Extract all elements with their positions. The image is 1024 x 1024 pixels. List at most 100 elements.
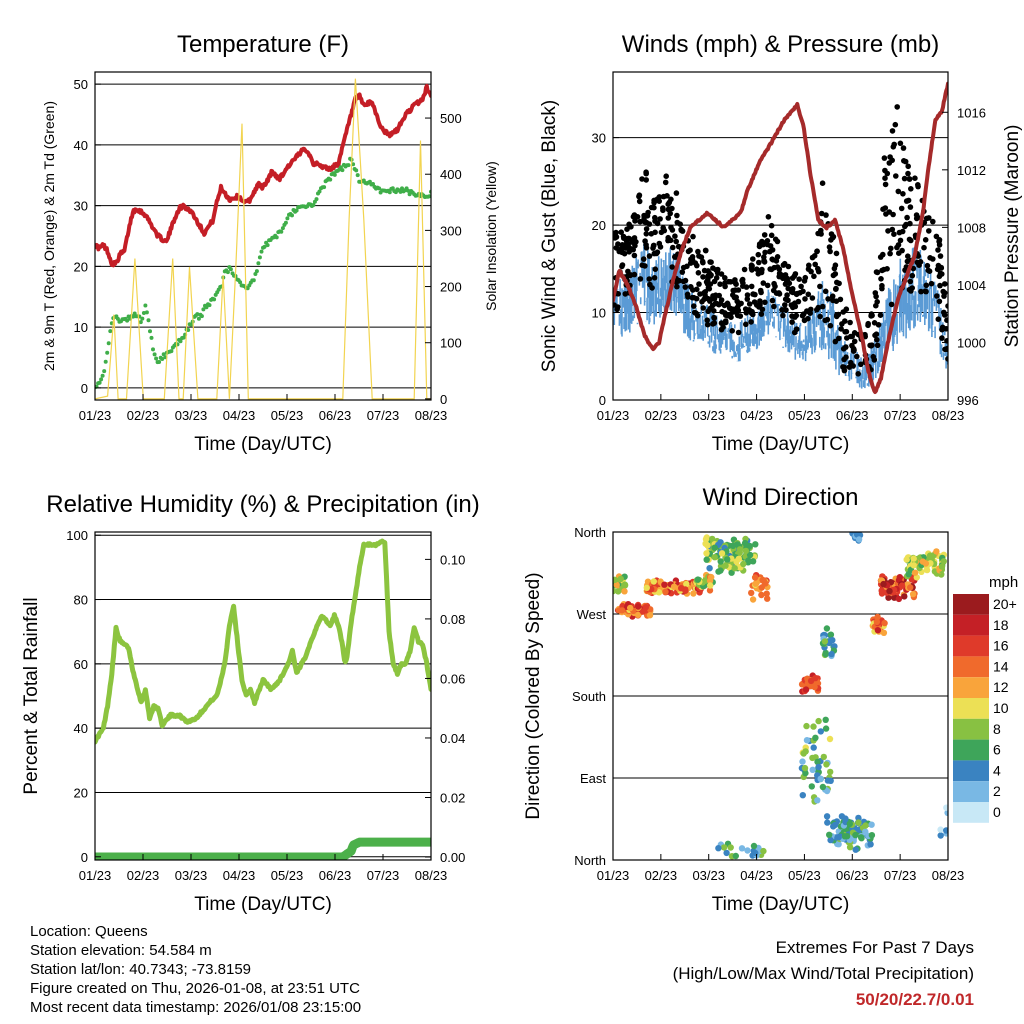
dir-point	[803, 722, 810, 730]
wind-series-gust-point	[785, 297, 791, 304]
dir-point	[722, 562, 729, 569]
colorbar-swatch	[953, 677, 989, 698]
rh-series-relative-humidity	[95, 538, 431, 745]
dir-point	[763, 590, 770, 597]
wind-series-gust-point	[625, 235, 632, 242]
wind-series-gust-point	[618, 245, 625, 252]
temp-series-2m-td-point	[97, 380, 102, 385]
temp-ylabel-right: Solar Insolation (Yellow)	[483, 161, 499, 311]
wind-series-gust-point	[694, 312, 701, 319]
colorbar-label: 10	[993, 700, 1009, 716]
wind-xtick-label: 03/23	[692, 408, 725, 423]
wind-series-gust-point	[887, 250, 893, 257]
wind-series-gust-point	[941, 312, 948, 318]
wind-series-gust-point	[839, 321, 845, 327]
rh-ytick-label-right: 0.06	[440, 671, 465, 686]
wind-series-gust-point	[819, 180, 826, 186]
wind-series-gust-point	[656, 240, 663, 247]
temp-series-2m-td-point	[280, 226, 285, 231]
wind-series-gust-point	[818, 210, 825, 217]
wind-series-gust-point	[794, 290, 801, 297]
wind-series-gust-point	[746, 301, 753, 307]
wind-series-gust-point	[926, 228, 932, 234]
dir-xtick-label: 05/23	[788, 868, 821, 883]
humidity-precipitation-panel: Relative Humidity (%) & Precipitation (i…	[21, 491, 480, 915]
wind-series-gust-point	[805, 291, 812, 298]
dir-point	[835, 834, 842, 841]
dir-point	[706, 565, 713, 572]
wind-series-gust-point	[673, 238, 679, 245]
wind-series-gust-point	[643, 226, 650, 232]
wind-series-gust-point	[804, 308, 810, 314]
wind-series-gust-point	[890, 144, 897, 150]
wind-series-gust-point	[793, 326, 800, 333]
wind-xtick-label: 08/23	[932, 408, 965, 423]
wind-ylabel-left: Sonic Wind & Gust (Blue, Black)	[539, 100, 560, 372]
dir-point	[643, 584, 650, 591]
temp-series-2m-td-point	[131, 314, 136, 319]
wind-series-gust-point	[649, 285, 655, 291]
temp-series-2m-td-point	[355, 173, 360, 178]
wind-series-gust-point	[672, 233, 678, 239]
wind-series-gust-point	[709, 295, 715, 302]
dir-point	[746, 542, 753, 550]
location-text: Location: Queens	[30, 923, 148, 940]
temp-series-2m-td-point	[154, 356, 159, 361]
winds-pressure-panel: Winds (mph) & Pressure (mb) 0 10 20 30 996 100…	[539, 31, 1023, 455]
wind-series-gust-point	[669, 264, 675, 270]
wind-series-gust-point	[764, 282, 771, 289]
wind-series-gust-point	[924, 262, 931, 269]
wind-series-gust-point	[789, 319, 795, 325]
wind-series-gust-point	[639, 176, 645, 182]
wind-series-gust-point	[760, 280, 767, 286]
station-info: Location: Queens Station elevation: 54.5…	[30, 922, 361, 1017]
wind-series-gust-point	[805, 315, 811, 322]
wind-series-gust-point	[636, 198, 643, 205]
dir-point	[815, 763, 822, 771]
dir-point	[901, 593, 908, 600]
temp-series-2m-t-line	[95, 83, 431, 268]
dir-point	[823, 625, 831, 632]
dir-point	[827, 777, 834, 784]
dir-point	[857, 834, 865, 841]
wind-xtick-label: 02/23	[645, 408, 678, 423]
colorbar-label: 14	[993, 658, 1009, 674]
rh-series-relative-humidity-line	[95, 538, 431, 745]
wind-series-gust-point	[657, 216, 663, 222]
rh-plot-area	[95, 538, 431, 860]
wind-series-gust-point	[762, 299, 768, 306]
dir-point	[868, 832, 876, 839]
wind-series-gust-point	[755, 271, 762, 277]
timestamp-text: Most recent data timestamp: 2026/01/08 2…	[30, 999, 362, 1016]
wind-series-gust-point	[906, 176, 913, 182]
dir-point	[878, 587, 885, 594]
wind-series-gust-point	[945, 303, 948, 309]
wind-series-gust-point	[687, 247, 693, 253]
wind-series-gust-point	[843, 344, 849, 350]
wind-series-gust-point	[846, 364, 853, 370]
wind-series-gust-point	[677, 221, 683, 227]
wind-series-gust-point	[631, 235, 638, 241]
wind-series-gust-point	[704, 317, 710, 324]
dir-point	[646, 612, 654, 619]
wind-series-gust-point	[688, 256, 694, 263]
dir-point	[662, 588, 669, 595]
dir-point	[617, 575, 624, 583]
wind-series-gust-point	[935, 247, 941, 253]
temp-series-2m-td-point	[149, 335, 154, 340]
dir-point	[821, 638, 829, 645]
colorbar-label: 2	[993, 783, 1001, 799]
wind-series-gust-point	[759, 266, 765, 273]
wind-series-gust-point	[847, 333, 854, 340]
wind-series-gust-point	[665, 206, 672, 213]
temp-series-2m-td-point	[148, 329, 152, 334]
temp-series-2m-td-point	[199, 314, 204, 319]
temp-series-2m-td-point	[108, 329, 113, 334]
wind-series-gust-point	[889, 128, 896, 134]
wind-series-gust-point	[752, 291, 758, 298]
wind-series-gust-point	[941, 290, 948, 296]
wind-series-gust-point	[643, 169, 649, 175]
wind-series-gust-point	[832, 338, 839, 345]
wind-series-gust-point	[907, 204, 914, 210]
dir-point	[748, 589, 755, 597]
